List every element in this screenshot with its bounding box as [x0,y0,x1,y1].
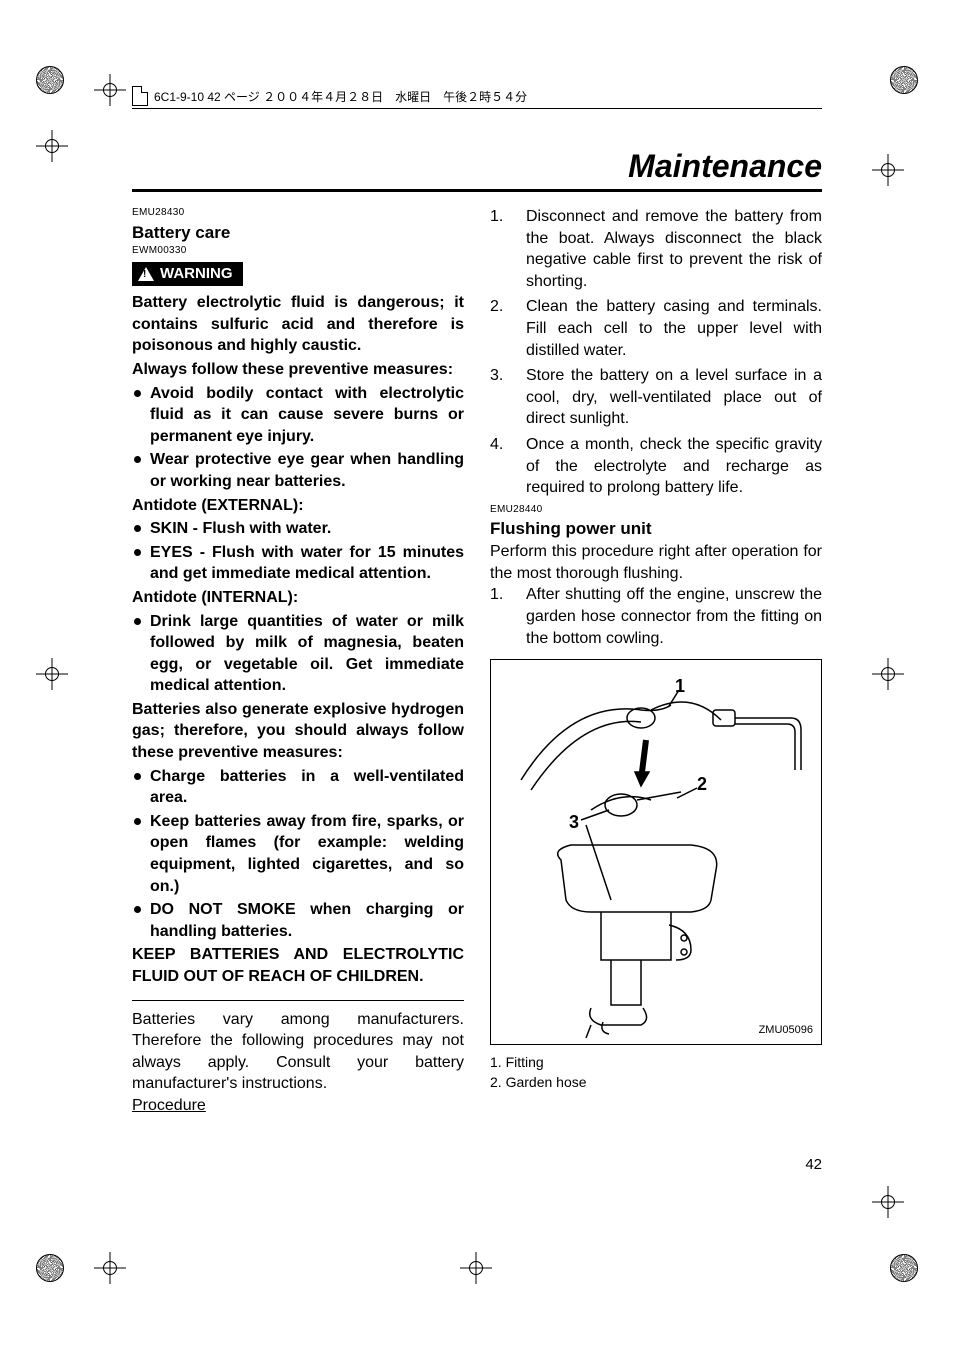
register-mark [460,1252,492,1284]
warning-label: WARNING [160,264,233,284]
register-mark [36,130,68,162]
bullet-item: SKIN - Flush with water. [132,518,464,540]
print-mark-br [890,1254,918,1282]
document-icon [132,86,148,106]
print-mark-tr [890,66,918,94]
figure-callout: 2 [697,772,707,796]
ref-code: EMU28440 [490,503,822,517]
figure-caption: ZMU05096 [759,1023,813,1038]
left-column: EMU28430 Battery care EWM00330 WARNING B… [132,206,464,1117]
bullet-item: EYES - Flush with water for 15 minutes a… [132,542,464,585]
two-column-layout: EMU28430 Battery care EWM00330 WARNING B… [132,206,822,1117]
body-text: Perform this procedure right after opera… [490,541,822,584]
bullet-item: Keep batteries away from fire, sparks, o… [132,811,464,897]
warning-text: Always follow these preventive measures: [132,359,464,381]
page-number: 42 [805,1156,822,1173]
header-text: 6C1-9-10 42 ページ ２００４年４月２８日 水曜日 午後２時５４分 [154,88,527,105]
bullet-item: Avoid bodily contact with electrolytic f… [132,383,464,448]
section-heading: Battery care [132,222,464,245]
register-mark [94,74,126,106]
register-mark [872,1186,904,1218]
step-item: 2.Clean the battery casing and terminals… [490,296,822,361]
register-mark [872,658,904,690]
bullet-item: Drink large quantities of water or milk … [132,611,464,697]
step-item: 1.Disconnect and remove the battery from… [490,206,822,292]
bullet-item: Charge batteries in a well-ventilated ar… [132,766,464,809]
procedure-label: Procedure [132,1095,464,1117]
framemaker-header: 6C1-9-10 42 ページ ２００４年４月２８日 水曜日 午後２時５４分 [132,84,822,109]
step-item: 1.After shutting off the engine, unscrew… [490,584,822,649]
page-title: Maintenance [132,148,822,192]
warning-text: KEEP BATTERIES AND ELECTROLYTIC FLUID OU… [132,944,464,987]
print-mark-tl [36,66,64,94]
right-column: 1.Disconnect and remove the battery from… [490,206,822,1117]
figure-legend: 1. Fitting [490,1053,822,1073]
figure-legend: 2. Garden hose [490,1073,822,1093]
antidote-heading: Antidote (INTERNAL): [132,587,464,609]
register-mark [36,658,68,690]
figure-callout: 3 [569,810,579,834]
warning-text: Batteries also generate explosive hydrog… [132,699,464,764]
procedure-steps: 1.Disconnect and remove the battery from… [490,206,822,499]
bullet-item: DO NOT SMOKE when charging or handling b… [132,899,464,942]
step-item: 3.Store the battery on a level surface i… [490,365,822,430]
warning-body: Battery electrolytic fluid is dangerous;… [132,292,464,1000]
antidote-heading: Antidote (EXTERNAL): [132,495,464,517]
warning-badge: WARNING [132,262,243,286]
warning-text: Battery electrolytic fluid is dangerous;… [132,292,464,357]
page-content: Maintenance EMU28430 Battery care EWM003… [132,148,822,1117]
section-heading: Flushing power unit [490,518,822,541]
step-item: 4.Once a month, check the specific gravi… [490,434,822,499]
bullet-item: Wear protective eye gear when handling o… [132,449,464,492]
ref-code: EWM00330 [132,244,464,258]
illustration: 1 2 3 ZMU05096 [490,659,822,1045]
register-mark [94,1252,126,1284]
figure-callout: 1 [675,674,685,698]
body-text: Batteries vary among manufacturers. Ther… [132,1009,464,1095]
outboard-illustration-svg [491,660,822,1045]
procedure-steps: 1.After shutting off the engine, unscrew… [490,584,822,649]
print-mark-bl [36,1254,64,1282]
ref-code: EMU28430 [132,206,464,220]
warning-triangle-icon [138,267,154,281]
register-mark [872,154,904,186]
